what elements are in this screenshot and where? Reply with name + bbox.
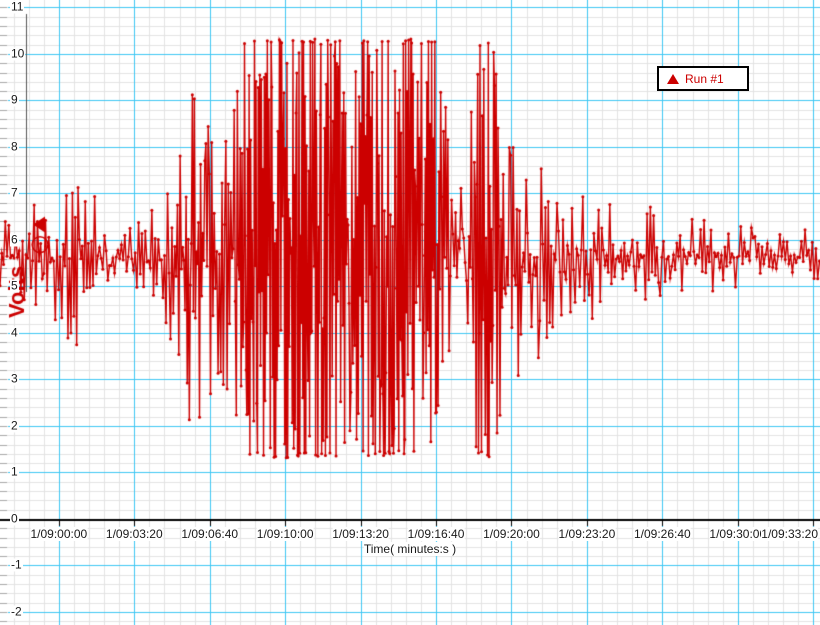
y-tick-label: 0 — [10, 511, 19, 526]
x-tick-label: 1/09:13:20 — [332, 527, 389, 541]
y-tick-label: 2 — [10, 418, 19, 433]
x-tick-label: 1/09:33:20 — [761, 527, 818, 541]
legend-box: Run #1 — [657, 66, 749, 91]
x-tick-label: 1/09:26:40 — [633, 527, 691, 541]
y-tick-label: 6 — [10, 232, 19, 247]
x-tick-label: 1/09:16:40 — [407, 527, 465, 541]
y-tick-label: 3 — [10, 371, 19, 386]
run-triangle-icon — [667, 73, 679, 84]
y-tick-label: -1 — [10, 557, 23, 572]
y-tick-label: 9 — [10, 92, 19, 107]
y-tick-label: 5 — [10, 278, 19, 293]
y-tick-label: 8 — [10, 139, 19, 154]
legend-label: Run #1 — [685, 71, 724, 86]
x-tick-label: 1/09:06:40 — [181, 527, 239, 541]
y-tick-label: 11 — [10, 0, 25, 14]
y-tick-label: 10 — [10, 46, 26, 61]
x-axis-title: Time( minutes:s ) — [363, 542, 457, 556]
x-tick-label: 1/09:10:00 — [256, 527, 314, 541]
y-tick-label: -2 — [10, 604, 23, 619]
x-tick-label: 1/09:03:20 — [105, 527, 163, 541]
x-tick-label: 1/09:20:00 — [483, 527, 540, 541]
y-tick-label: 4 — [10, 325, 19, 340]
x-tick-label: 1/09:00:00 — [30, 527, 88, 541]
x-tick-label: 1/09:23:20 — [558, 527, 616, 541]
x-tick-label: 1/09:30:00 — [709, 527, 767, 541]
y-tick-label: 7 — [10, 185, 19, 200]
y-tick-label: 1 — [10, 464, 19, 479]
